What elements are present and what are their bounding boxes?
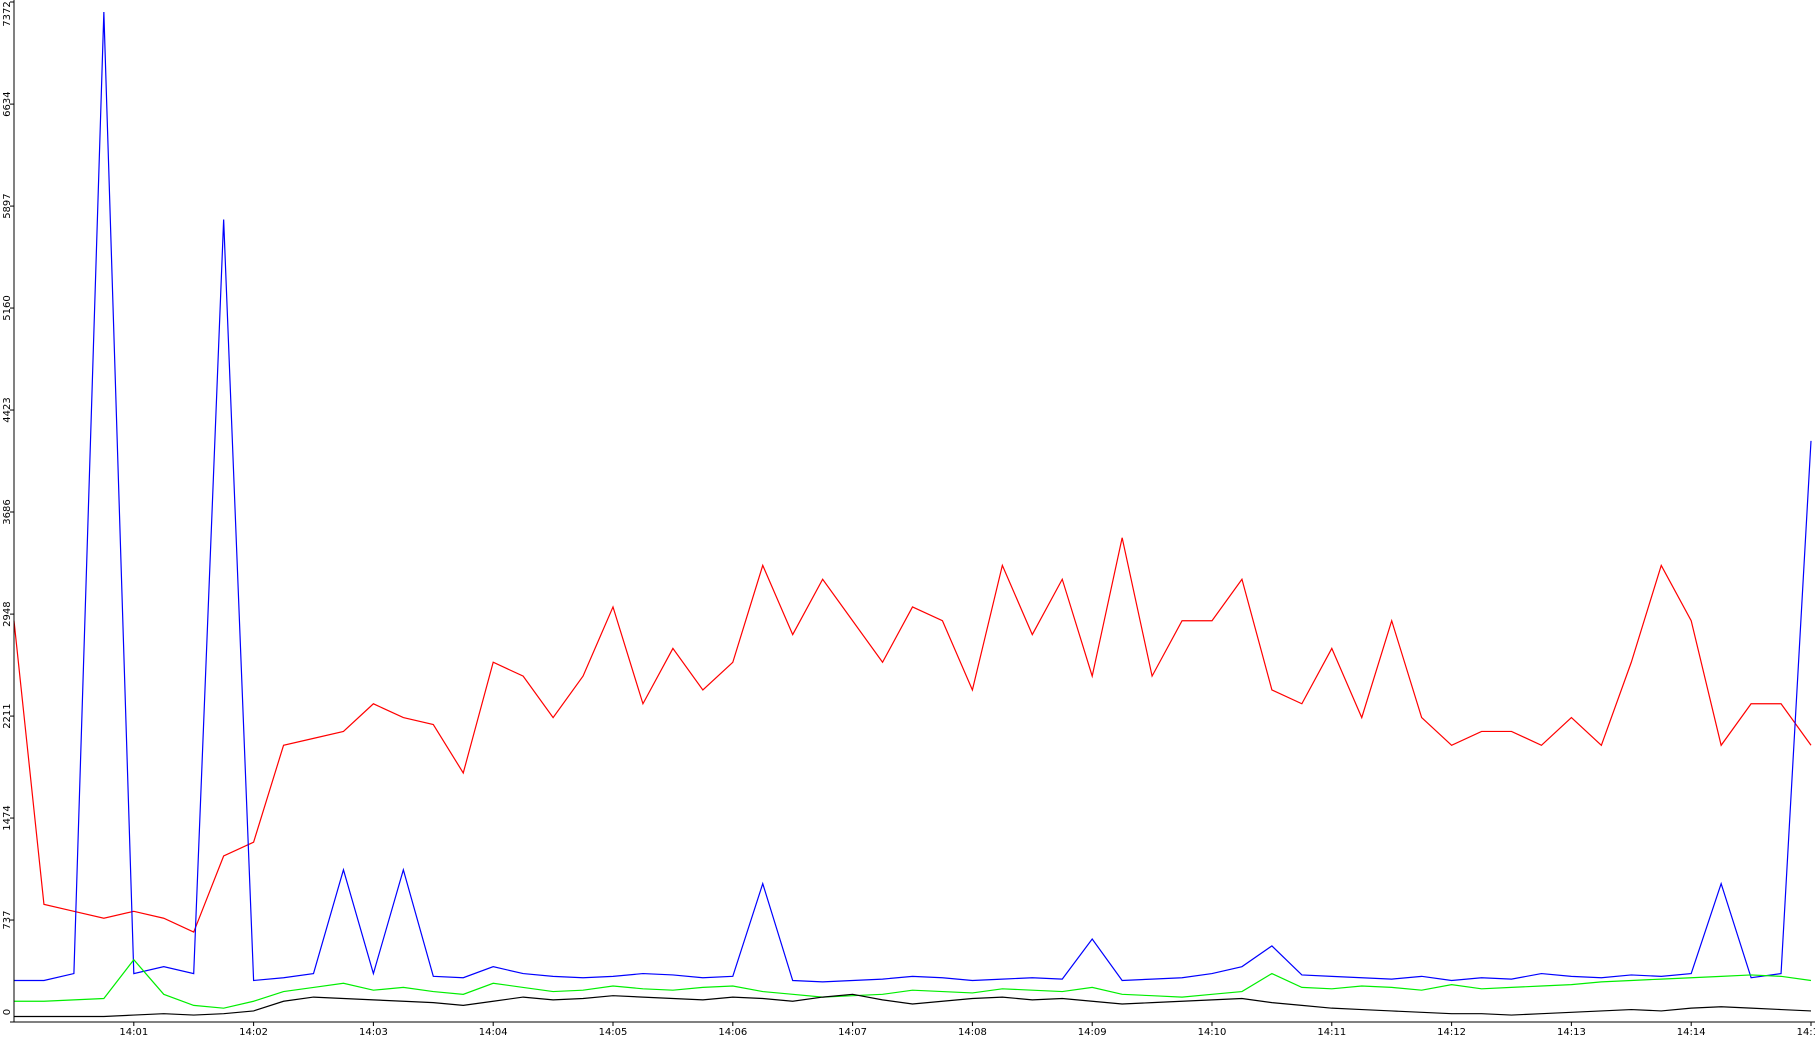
x-tick-label: 14:12 bbox=[1437, 1027, 1466, 1038]
series-line bbox=[13, 537, 1812, 933]
y-tick-label: 7372 bbox=[2, 1, 13, 26]
x-tick-label: 14:07 bbox=[838, 1027, 867, 1038]
y-tick-label: 0 bbox=[2, 1009, 13, 1015]
x-tick-label: 14:05 bbox=[599, 1027, 628, 1038]
y-tick-label: 6634 bbox=[2, 91, 13, 116]
y-tick-label: 3686 bbox=[2, 499, 13, 524]
y-tick-label: 1474 bbox=[2, 805, 13, 830]
x-tick-label: 14:02 bbox=[239, 1027, 268, 1038]
x-tick-label: 14:13 bbox=[1557, 1027, 1586, 1038]
x-tick-label: 14:11 bbox=[1317, 1027, 1346, 1038]
series-line bbox=[14, 958, 1812, 1009]
x-tick-label: 14:15 bbox=[1797, 1027, 1815, 1038]
y-tick-label: 2948 bbox=[2, 601, 13, 626]
y-tick-label: 5897 bbox=[2, 193, 13, 218]
x-tick-label: 14:03 bbox=[359, 1027, 388, 1038]
x-tick-label: 14:14 bbox=[1677, 1027, 1706, 1038]
x-tick-label: 14:08 bbox=[958, 1027, 987, 1038]
x-tick-label: 14:10 bbox=[1198, 1027, 1227, 1038]
x-tick-label: 14:09 bbox=[1078, 1027, 1107, 1038]
x-tick-label: 14:04 bbox=[479, 1027, 508, 1038]
x-tick-label: 14:01 bbox=[119, 1027, 148, 1038]
series-line bbox=[14, 993, 1812, 1018]
y-tick-label: 737 bbox=[2, 910, 13, 929]
series-line bbox=[14, 11, 1812, 983]
y-tick-label: 4423 bbox=[2, 397, 13, 422]
y-tick-label: 2211 bbox=[2, 703, 13, 728]
y-tick-label: 5160 bbox=[2, 295, 13, 320]
x-tick-label: 14:06 bbox=[718, 1027, 747, 1038]
